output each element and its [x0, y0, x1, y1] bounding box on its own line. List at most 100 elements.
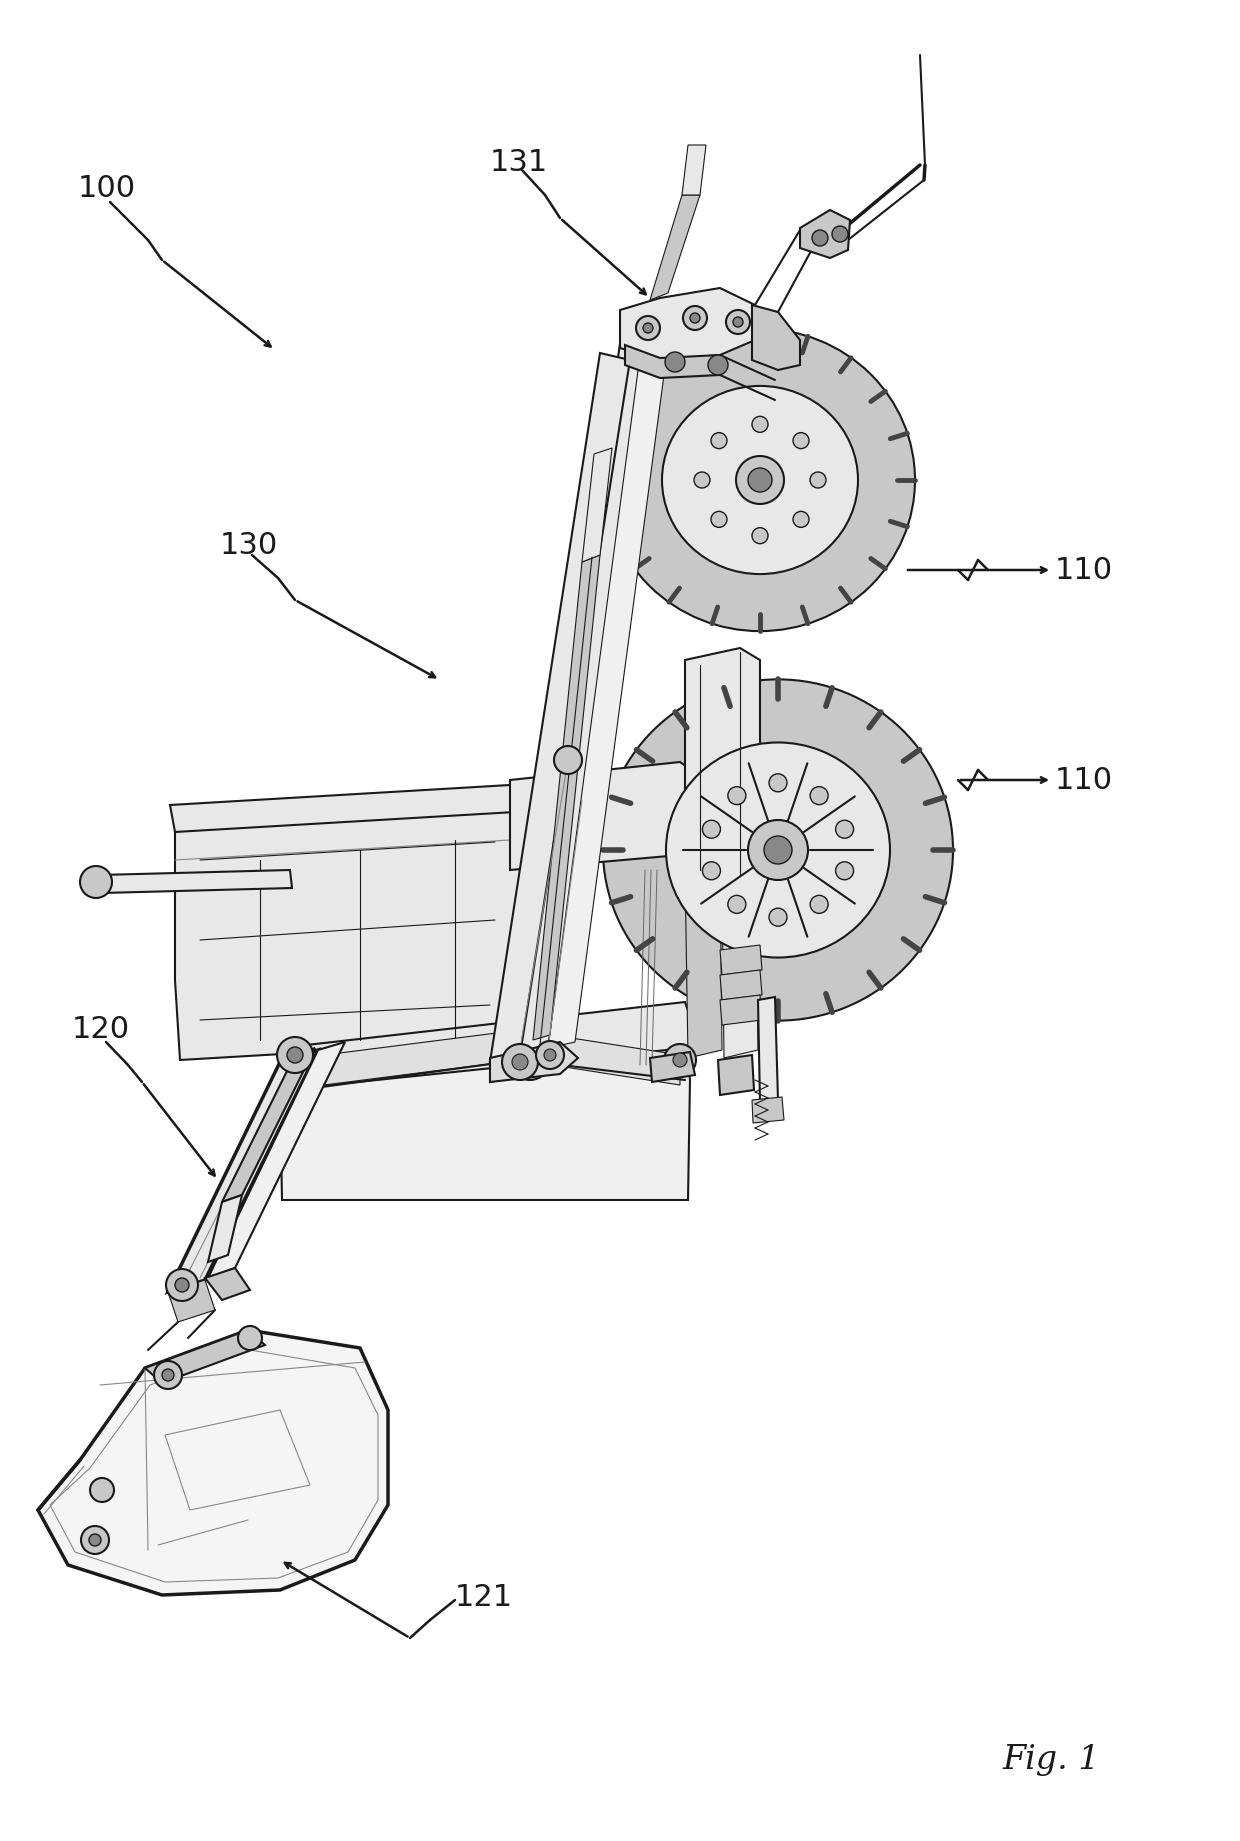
Circle shape: [154, 1360, 182, 1388]
Circle shape: [665, 352, 684, 372]
Polygon shape: [280, 1002, 692, 1095]
Circle shape: [751, 416, 768, 433]
Polygon shape: [167, 1279, 215, 1322]
Polygon shape: [720, 994, 763, 1025]
Text: 120: 120: [72, 1016, 130, 1044]
Circle shape: [510, 1040, 551, 1081]
Polygon shape: [490, 1048, 551, 1083]
Polygon shape: [718, 1055, 754, 1095]
Text: 100: 100: [78, 173, 136, 203]
Circle shape: [502, 1044, 538, 1081]
Polygon shape: [533, 554, 600, 1040]
Circle shape: [733, 317, 743, 328]
Circle shape: [277, 1036, 312, 1073]
Ellipse shape: [603, 679, 954, 1020]
Circle shape: [832, 226, 848, 241]
Polygon shape: [175, 801, 520, 1060]
Polygon shape: [490, 353, 630, 1062]
Circle shape: [794, 433, 808, 449]
Polygon shape: [208, 1195, 242, 1261]
Polygon shape: [100, 871, 291, 893]
Circle shape: [810, 786, 828, 805]
Polygon shape: [582, 447, 613, 562]
Circle shape: [162, 1370, 174, 1381]
Ellipse shape: [666, 742, 890, 957]
Circle shape: [89, 1534, 100, 1546]
Circle shape: [81, 865, 112, 898]
Polygon shape: [167, 1049, 317, 1292]
Circle shape: [794, 512, 808, 527]
Text: 131: 131: [490, 147, 548, 177]
Circle shape: [663, 1044, 696, 1075]
Polygon shape: [625, 344, 720, 377]
Circle shape: [711, 433, 727, 449]
Polygon shape: [650, 1051, 694, 1083]
Circle shape: [512, 1055, 528, 1070]
Polygon shape: [285, 1029, 680, 1090]
Polygon shape: [208, 1042, 345, 1278]
Polygon shape: [145, 1329, 265, 1383]
Polygon shape: [510, 762, 720, 871]
Polygon shape: [758, 998, 777, 1103]
Circle shape: [521, 1051, 539, 1070]
Circle shape: [711, 512, 727, 527]
Circle shape: [554, 746, 582, 773]
Polygon shape: [751, 306, 800, 370]
Polygon shape: [722, 862, 758, 1059]
Polygon shape: [620, 287, 755, 361]
Circle shape: [810, 895, 828, 913]
Polygon shape: [720, 944, 763, 976]
Circle shape: [636, 317, 660, 341]
Text: 110: 110: [1055, 766, 1114, 795]
Circle shape: [836, 821, 853, 838]
Polygon shape: [684, 862, 722, 1059]
Circle shape: [644, 322, 653, 333]
Circle shape: [673, 1053, 687, 1068]
Polygon shape: [280, 1048, 689, 1200]
Polygon shape: [170, 784, 515, 832]
Polygon shape: [800, 210, 849, 258]
Text: Fig. 1: Fig. 1: [1002, 1743, 1100, 1777]
Circle shape: [694, 471, 711, 488]
Text: 121: 121: [455, 1583, 513, 1613]
Circle shape: [728, 895, 745, 913]
Circle shape: [91, 1478, 114, 1502]
Text: 130: 130: [219, 530, 278, 560]
Circle shape: [812, 230, 828, 247]
Circle shape: [751, 528, 768, 543]
Circle shape: [702, 821, 720, 838]
Circle shape: [769, 773, 787, 792]
Circle shape: [764, 836, 792, 863]
Circle shape: [536, 1040, 564, 1070]
Circle shape: [683, 306, 707, 330]
Circle shape: [544, 1049, 556, 1060]
Circle shape: [81, 1526, 109, 1554]
Polygon shape: [515, 309, 658, 1055]
Circle shape: [725, 309, 750, 333]
Ellipse shape: [662, 387, 858, 574]
Text: 110: 110: [1055, 556, 1114, 584]
Circle shape: [238, 1326, 262, 1349]
Polygon shape: [222, 1048, 315, 1202]
Circle shape: [175, 1278, 188, 1292]
Polygon shape: [548, 318, 670, 1048]
Polygon shape: [751, 1097, 784, 1123]
Polygon shape: [490, 1042, 578, 1083]
Circle shape: [769, 908, 787, 926]
Polygon shape: [720, 970, 763, 1000]
Ellipse shape: [605, 330, 915, 631]
Circle shape: [286, 1048, 303, 1062]
Circle shape: [708, 355, 728, 376]
Circle shape: [748, 819, 808, 880]
Circle shape: [836, 862, 853, 880]
Polygon shape: [205, 1268, 250, 1300]
Polygon shape: [38, 1329, 388, 1594]
Circle shape: [748, 468, 773, 492]
Circle shape: [737, 457, 784, 504]
Circle shape: [702, 862, 720, 880]
Polygon shape: [684, 648, 760, 878]
Circle shape: [166, 1268, 198, 1302]
Polygon shape: [650, 195, 701, 300]
Circle shape: [810, 471, 826, 488]
Circle shape: [728, 786, 745, 805]
